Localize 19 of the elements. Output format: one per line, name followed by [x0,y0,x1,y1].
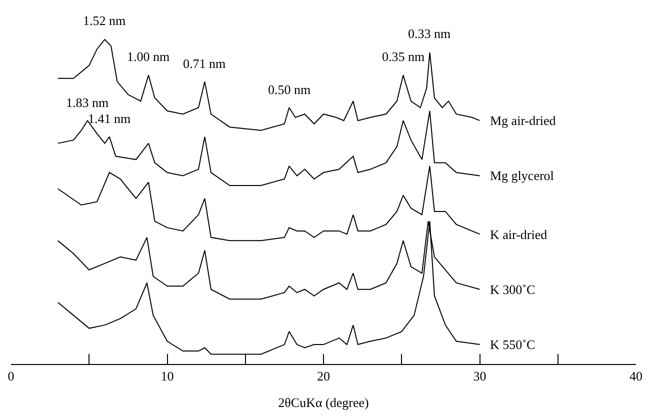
annotation: 0.33 nm [408,26,451,41]
series-label: Mg air-dried [490,113,556,128]
annotation: 0.50 nm [268,82,311,97]
annotation: 1.00 nm [127,49,170,64]
annotation: 1.41 nm [88,111,131,126]
series-label: K air-dried [490,227,548,242]
x-tick-label: 20 [317,368,330,384]
series-label: K 300˚C [490,282,536,297]
annotation: 0.35 nm [382,49,425,64]
series-label: K 550˚C [490,337,536,352]
annotation: 1.52 nm [83,13,126,28]
annotation: 0.71 nm [183,56,226,71]
x-axis-title: 2θCuKα (degree) [278,395,369,410]
x-tick-label: 10 [160,368,174,384]
x-tick-label: 0 [8,368,14,384]
annotation: 1.83 nm [66,95,109,110]
x-tick-label: 30 [473,368,486,384]
x-tick-label: 40 [630,368,642,384]
series-label: Mg glycerol [490,168,554,183]
